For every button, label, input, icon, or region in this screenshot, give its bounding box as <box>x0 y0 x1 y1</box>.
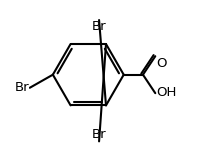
Text: Br: Br <box>92 20 106 33</box>
Text: O: O <box>156 57 167 70</box>
Text: Br: Br <box>92 128 106 141</box>
Text: Br: Br <box>15 81 30 94</box>
Text: OH: OH <box>156 86 177 99</box>
